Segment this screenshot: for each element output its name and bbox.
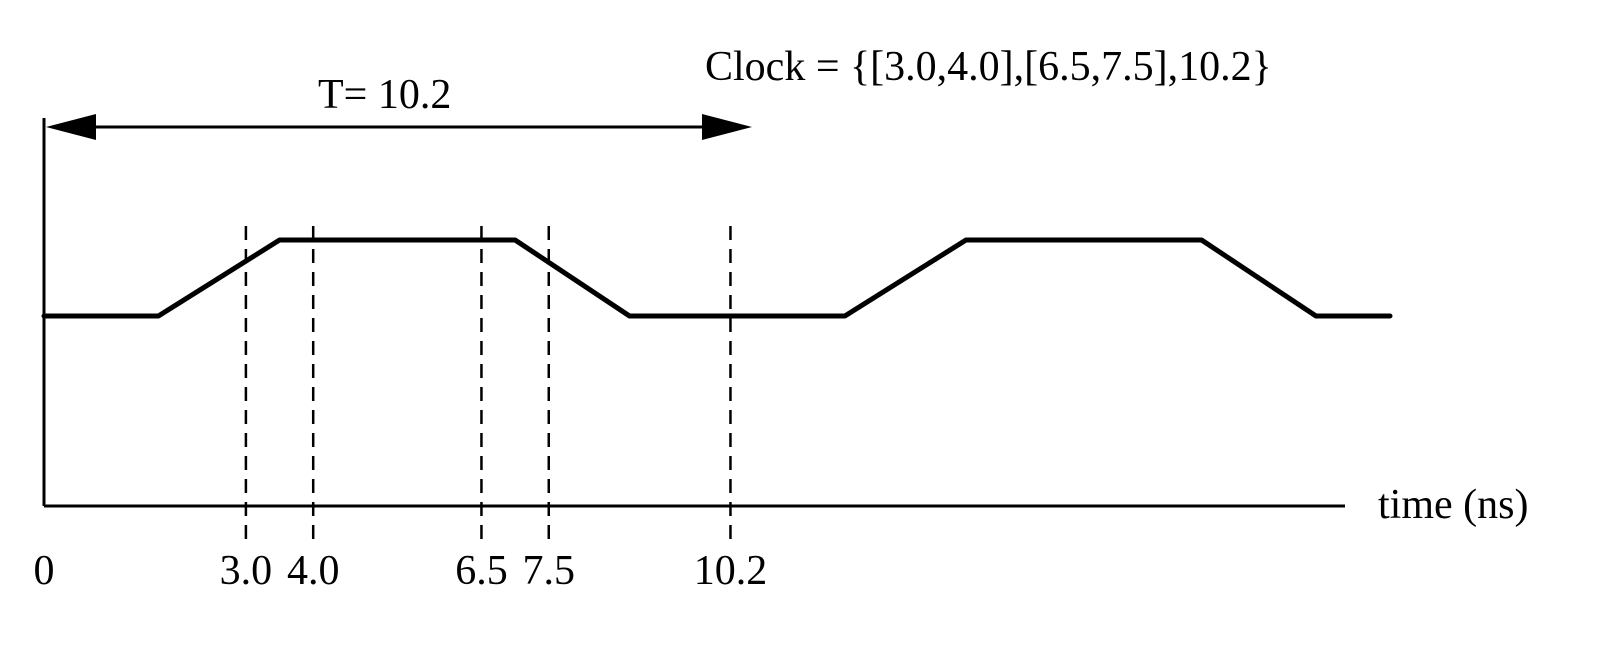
- tick-label-10-2: 10.2: [694, 548, 768, 594]
- tick-label-0: 0: [34, 548, 55, 594]
- time-markers: [244, 226, 732, 545]
- tick-label-6-5: 6.5: [455, 548, 508, 594]
- period-arrow-left-head: [46, 114, 96, 140]
- period-arrow: [46, 114, 752, 140]
- tick-label-4: 4.0: [287, 548, 340, 594]
- clock-waveform: [41, 237, 1393, 319]
- tick-labels: 0 3.0 4.0 6.5 7.5 10.2: [34, 548, 768, 594]
- period-label: T= 10.2: [318, 72, 451, 118]
- tick-label-7-5: 7.5: [523, 548, 576, 594]
- tick-label-3: 3.0: [220, 548, 273, 594]
- time-axis-label: time (ns): [1378, 482, 1528, 528]
- period-arrow-right-head: [702, 114, 752, 140]
- clock-spec-text: Clock = {[3.0,4.0],[6.5,7.5],10.2}: [705, 44, 1272, 90]
